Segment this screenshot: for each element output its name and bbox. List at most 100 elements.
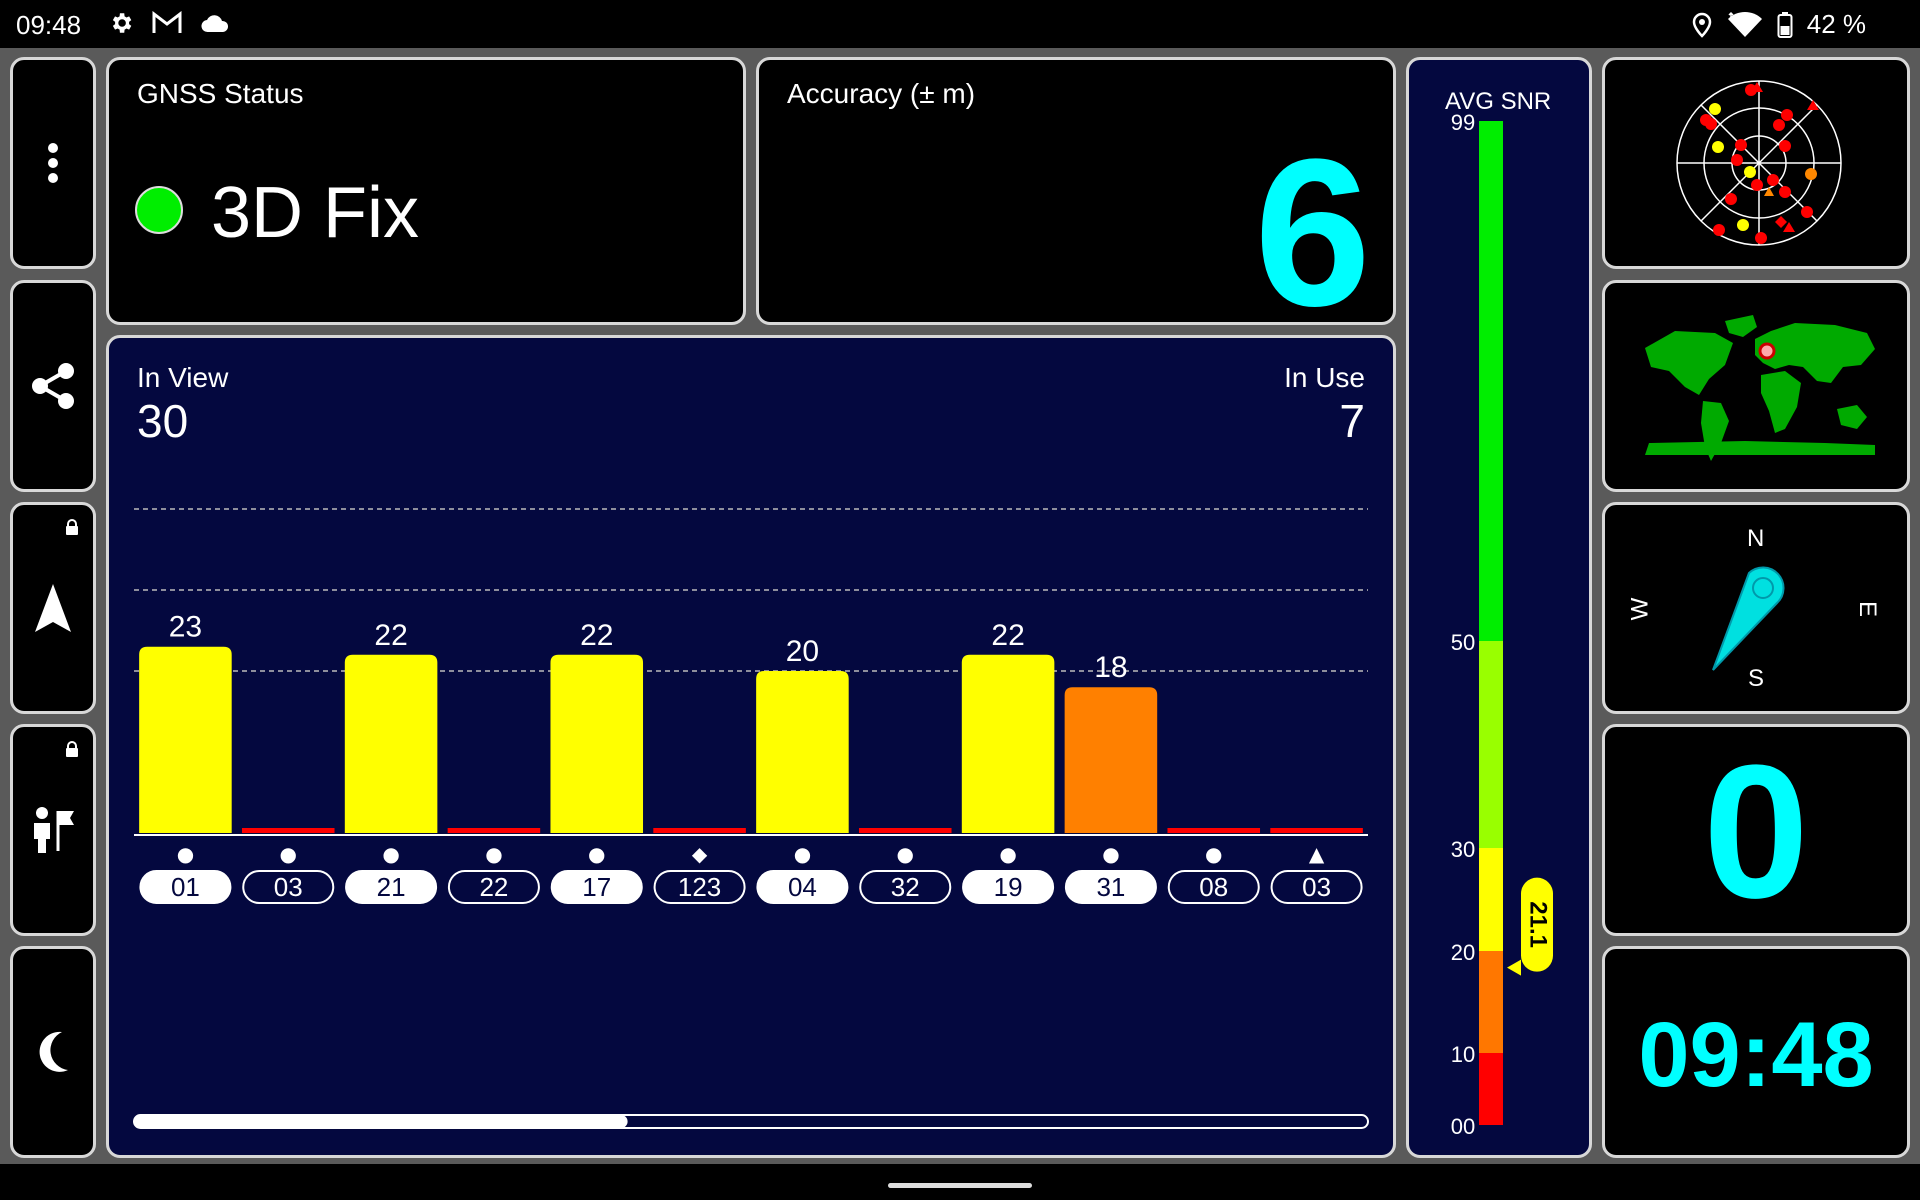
constellation-symbol: ● xyxy=(588,842,605,866)
constellation-symbol: ● xyxy=(485,842,502,866)
sky-plot-panel[interactable] xyxy=(1602,57,1910,269)
snr-tick-label: 30 xyxy=(1451,837,1475,862)
satellite-id-pill xyxy=(962,870,1055,904)
snr-tick-label: 50 xyxy=(1451,630,1475,655)
constellation-symbol: ● xyxy=(382,842,399,866)
bar-value-label: 22 xyxy=(991,619,1024,652)
fix-status-indicator xyxy=(135,186,183,234)
constellation-symbol: ● xyxy=(999,842,1016,866)
compass-panel: N S E W xyxy=(1602,502,1910,714)
snr-tick-label: 99 xyxy=(1451,110,1475,135)
constellation-symbol: ● xyxy=(280,842,297,866)
gnss-status-title: GNSS Status xyxy=(137,78,304,109)
compass-north-label: N xyxy=(1747,525,1765,552)
in-view-count: 30 xyxy=(137,395,189,447)
gear-icon xyxy=(112,13,132,33)
satellite-id-label: 01 xyxy=(171,872,200,902)
in-use-label: In Use xyxy=(1284,362,1365,393)
satellite-id-label: 123 xyxy=(678,872,721,902)
snr-avg-pointer xyxy=(1507,959,1521,976)
satellite-id-label: 21 xyxy=(377,872,406,902)
satellite-id-label: 03 xyxy=(1302,872,1331,902)
night-mode-button[interactable] xyxy=(10,946,96,1158)
moon-icon xyxy=(39,1031,68,1072)
signal-bar xyxy=(1270,828,1363,833)
satellite-id-label: 31 xyxy=(1096,872,1125,902)
snr-band xyxy=(1479,641,1503,848)
constellation-symbol: ● xyxy=(1205,842,1222,866)
fix-status-text: 3D Fix xyxy=(211,173,420,253)
more-menu-button[interactable] xyxy=(10,57,96,269)
snr-tick-label: 00 xyxy=(1451,1114,1475,1139)
satellite-id-pill xyxy=(859,870,952,904)
in-view-label: In View xyxy=(137,362,229,393)
signal-bar xyxy=(447,828,541,833)
satellite-id-pill xyxy=(1270,870,1363,904)
avg-snr-panel: AVG SNR 99 50 30 20 10 00 21.1 xyxy=(1406,57,1592,1158)
battery-percent: 42 % xyxy=(1806,9,1866,39)
gmail-icon xyxy=(152,11,182,33)
share-button[interactable] xyxy=(10,280,96,492)
snr-band xyxy=(1479,951,1503,1053)
status-time: 09:48 xyxy=(16,10,82,40)
signal-bar xyxy=(550,654,644,833)
heading-pointer-icon xyxy=(1712,566,1785,671)
avg-snr-gauge: 99 50 30 20 10 00 21.1 xyxy=(1451,110,1553,1139)
signal-bar xyxy=(961,654,1055,833)
constellation-symbol: ● xyxy=(897,842,914,866)
world-map xyxy=(1645,315,1875,461)
location-pin-icon xyxy=(1692,12,1711,38)
snr-band xyxy=(1479,121,1503,641)
constellation-symbol: ◆ xyxy=(692,842,708,866)
satellite-id-label: 19 xyxy=(994,872,1023,902)
speed-value: 0 xyxy=(1703,726,1809,936)
person-flag-icon xyxy=(34,807,74,853)
snr-avg-badge xyxy=(1521,877,1553,972)
signal-bar xyxy=(1064,687,1158,833)
satellite-id-pill xyxy=(756,870,849,904)
satellite-id-label: 03 xyxy=(274,872,303,902)
chart-scrollbar-thumb xyxy=(134,1115,628,1128)
bar-value-label: 22 xyxy=(374,619,407,652)
satellite-bar-chart[interactable]: 23 ● 01 ● 03 22 ● 21 ● 22 22 ● 17 ◆ 123 20 ● 04 ● 32 22 ● 19 18… xyxy=(109,338,1393,1155)
accuracy-value: 6 xyxy=(1254,115,1371,325)
bar-value-label: 20 xyxy=(786,635,819,668)
satellite-id-label: 08 xyxy=(1199,872,1228,902)
bar-value-label: 22 xyxy=(580,619,613,652)
bar-value-label: 23 xyxy=(169,611,202,644)
satellite-id-label: 17 xyxy=(582,872,611,902)
satellite-id-pill xyxy=(1064,870,1157,904)
compass-south-label: S xyxy=(1748,665,1765,692)
signal-bar xyxy=(756,671,849,833)
cloud-icon xyxy=(201,15,229,33)
signal-bar xyxy=(1167,828,1261,833)
world-map-panel[interactable] xyxy=(1602,280,1910,492)
speed-panel: 0 xyxy=(1602,724,1910,936)
clock-panel: 09:48 xyxy=(1602,946,1910,1158)
signal-bar xyxy=(241,828,335,833)
sky-plot xyxy=(1676,80,1842,246)
satellite-id-pill xyxy=(139,870,232,904)
gnss-status-panel: GNSS Status 3D Fix xyxy=(106,57,746,325)
navigation-bar xyxy=(0,1164,1920,1200)
navigate-button[interactable] xyxy=(10,502,96,714)
home-handle[interactable] xyxy=(888,1183,1032,1188)
bar-value-label: 18 xyxy=(1094,651,1127,684)
clock-value: 09:48 xyxy=(1638,1004,1874,1106)
satellite-id-pill xyxy=(242,870,335,904)
in-use-count: 7 xyxy=(1339,395,1365,447)
signal-bar xyxy=(858,828,952,833)
navigation-arrow-icon xyxy=(35,584,71,632)
satellite-id-pill xyxy=(447,870,540,904)
constellation-symbol: ● xyxy=(1102,842,1119,866)
satellite-id-pill xyxy=(1167,870,1260,904)
status-bar: 09:48 42 % xyxy=(0,0,1920,48)
constellation-symbol: ▲ xyxy=(1309,842,1325,866)
wifi-icon xyxy=(1727,11,1762,37)
accuracy-panel: Accuracy (± m) 6 xyxy=(756,57,1396,325)
satellite-id-pill xyxy=(550,870,643,904)
more-vert-icon xyxy=(48,143,58,183)
battery-icon xyxy=(1777,11,1793,38)
waypoint-button[interactable] xyxy=(10,724,96,936)
sky-plot-grid xyxy=(1676,80,1842,246)
